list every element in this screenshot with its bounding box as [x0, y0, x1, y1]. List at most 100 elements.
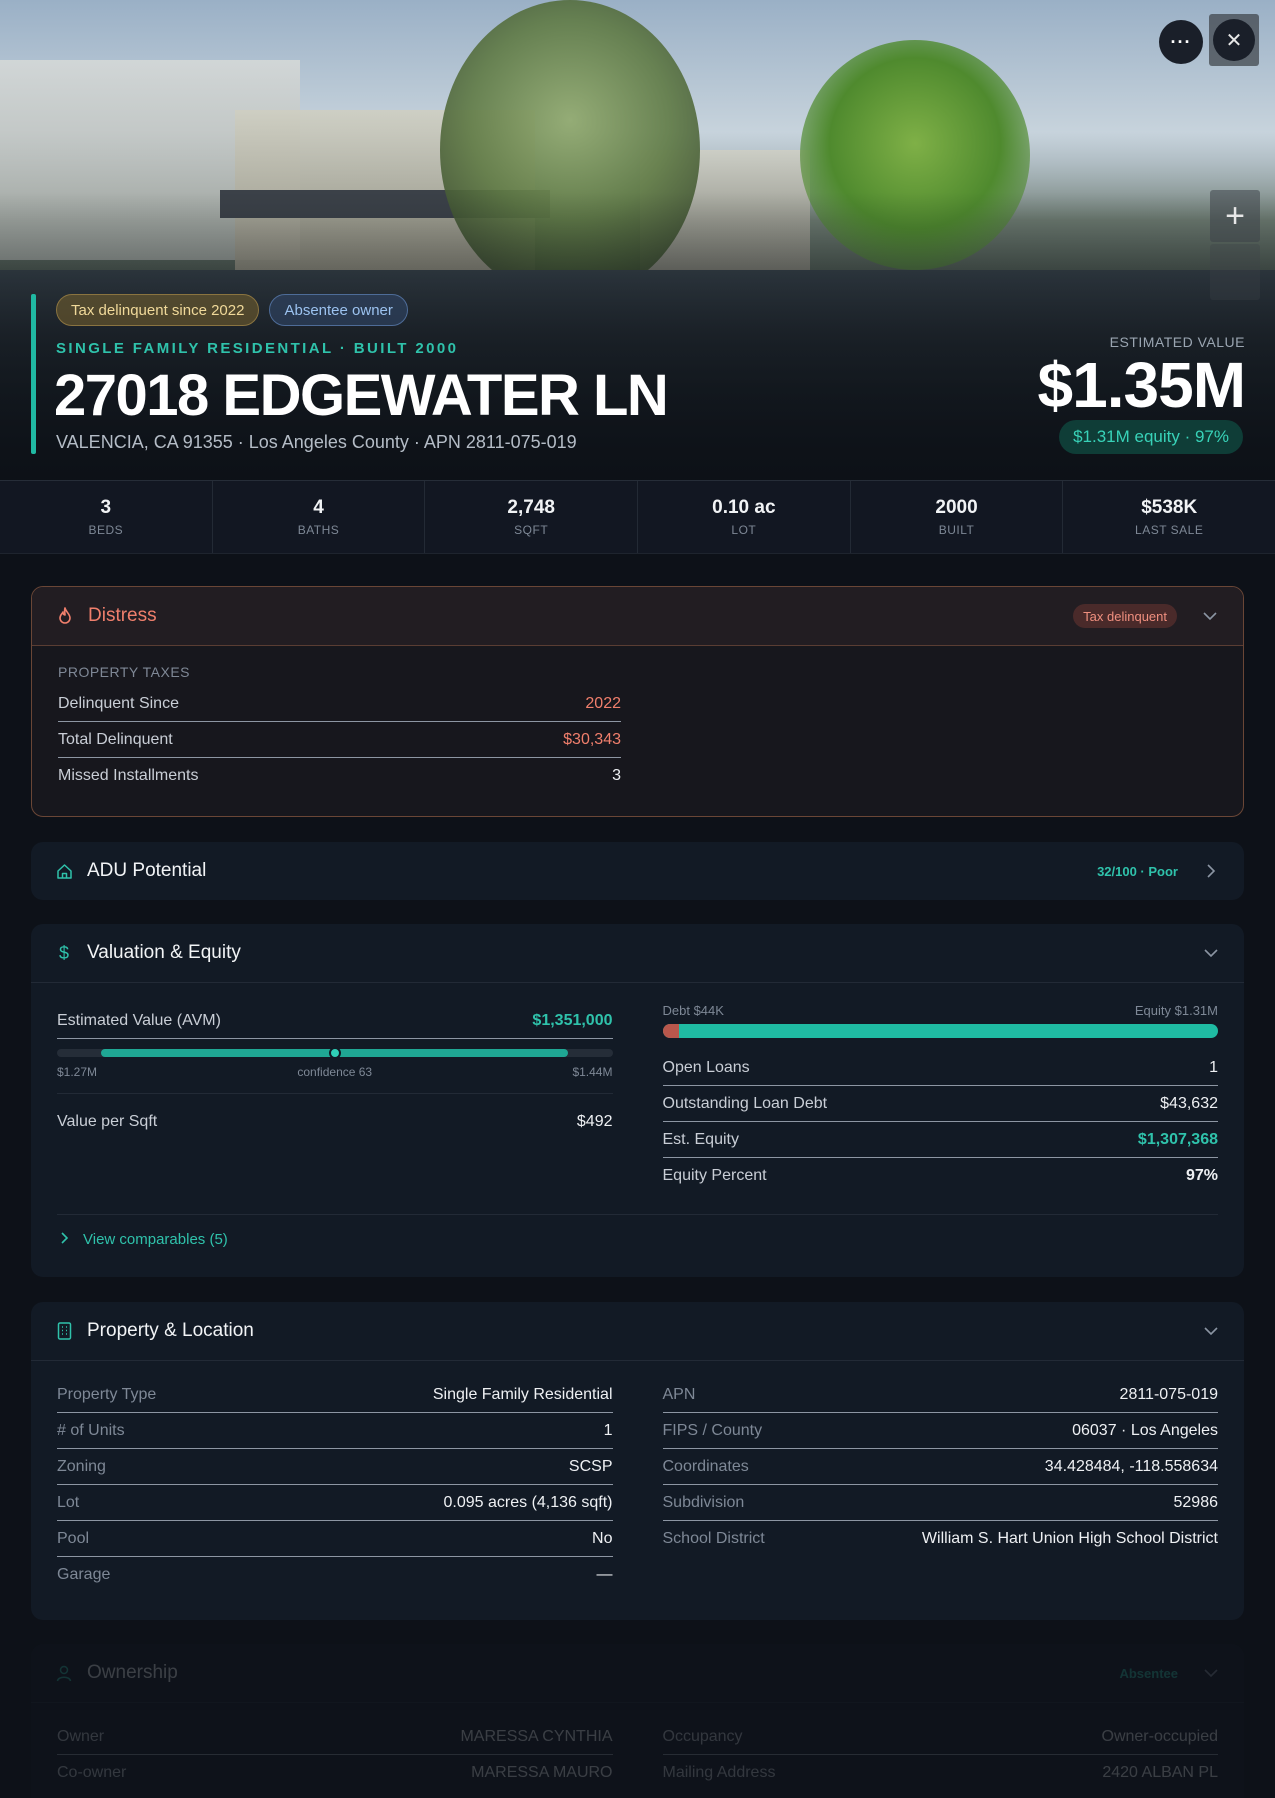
valuation-header[interactable]: $ Valuation & Equity — [31, 924, 1244, 982]
adu-section[interactable]: ADU Potential 32/100 · Poor — [31, 842, 1244, 900]
adu-title: ADU Potential — [87, 860, 207, 881]
row-value: 1 — [603, 1421, 613, 1439]
chevron-right-icon[interactable] — [1204, 864, 1218, 878]
row-label: Mailing Address — [662, 1764, 776, 1781]
table-row: Pool No — [57, 1521, 613, 1557]
row-value: MARESSA CYNTHIA — [460, 1727, 613, 1745]
avm-marker — [328, 1047, 341, 1059]
row-label: Open Loans — [662, 1058, 750, 1076]
row-value: 1 — [1209, 1058, 1218, 1076]
hero-tags: Tax delinquent since 2022 Absentee owner — [56, 294, 408, 326]
value-per-sqft-row: Value per Sqft $492 — [57, 1094, 613, 1150]
row-label: Missed Installments — [58, 767, 199, 784]
row-label: Est. Equity — [662, 1130, 739, 1148]
property-left-column: Property Type Single Family Residential #… — [57, 1377, 613, 1593]
close-icon: ✕ — [1213, 19, 1255, 61]
chevron-down-icon[interactable] — [1203, 609, 1217, 623]
chevron-down-icon[interactable] — [1204, 1324, 1218, 1338]
avm-value: $1,351,000 — [532, 1011, 613, 1029]
zoom-out-button[interactable] — [1210, 244, 1260, 300]
table-row: Missed Installments 3 — [58, 758, 621, 794]
table-row: Open Loans 1 — [662, 1050, 1218, 1086]
row-value: $492 — [576, 1113, 613, 1130]
table-row: Property Type Single Family Residential — [57, 1377, 613, 1413]
adu-header[interactable]: ADU Potential 32/100 · Poor — [31, 842, 1244, 900]
ownership-title: Ownership — [87, 1662, 178, 1683]
row-label: Garage — [57, 1566, 111, 1583]
stat-value: 4 — [313, 497, 324, 518]
row-label: Property Type — [57, 1385, 157, 1403]
row-value: 2022 — [585, 694, 621, 712]
table-row: Garage — — [57, 1557, 613, 1593]
equity-label: Equity $1.31M — [1134, 1003, 1218, 1018]
table-row: Est. Equity $1,307,368 — [662, 1122, 1218, 1158]
row-label: Total Delinquent — [58, 730, 173, 748]
chevron-right-icon — [61, 1231, 69, 1248]
flame-icon — [56, 607, 74, 625]
valuation-section: $ Valuation & Equity Estimated Value (AV… — [31, 924, 1244, 1277]
distress-header[interactable]: Distress Tax delinquent — [32, 587, 1243, 645]
row-label: Estimated Value (AVM) — [57, 1011, 221, 1029]
property-section: Property & Location Property Type Single … — [31, 1302, 1244, 1620]
valuation-title: Valuation & Equity — [87, 942, 241, 963]
table-row: Co-owner MARESSA MAURO — [57, 1755, 613, 1791]
row-value: William S. Hart Union High School Distri… — [921, 1530, 1218, 1547]
row-value: 34.428484, -118.558634 — [1044, 1457, 1218, 1475]
table-row: FIPS / County 06037 · Los Angeles — [662, 1413, 1218, 1449]
property-header[interactable]: Property & Location — [31, 1302, 1244, 1360]
page-title: 27018 EDGEWATER LN — [54, 363, 669, 428]
stat-value: 2,748 — [507, 497, 555, 518]
row-label: Delinquent Since — [58, 694, 179, 712]
row-label: Zoning — [57, 1457, 106, 1475]
estimated-value-label: ESTIMATED VALUE — [1109, 334, 1245, 350]
estimated-value: $1.35M — [1037, 349, 1246, 421]
chevron-down-icon[interactable] — [1204, 1666, 1218, 1680]
table-row: Total Delinquent $30,343 — [58, 722, 621, 758]
table-row: Coordinates 34.428484, -118.558634 — [662, 1449, 1218, 1485]
hero-accent-bar — [31, 294, 36, 454]
row-label: Pool — [57, 1529, 90, 1547]
property-address: VALENCIA, CA 91355 · Los Angeles County … — [56, 432, 577, 452]
adu-score: 32/100 · Poor — [1097, 863, 1178, 879]
row-value: 2420 ALBAN PL — [1102, 1764, 1218, 1781]
chevron-down-icon[interactable] — [1204, 946, 1218, 960]
row-value: MARESSA MAURO — [471, 1764, 613, 1781]
stat-label: LOT — [731, 523, 757, 537]
row-value: $1,307,368 — [1137, 1130, 1218, 1148]
view-comparables-link[interactable]: View comparables (5) — [57, 1214, 1218, 1264]
row-label: Value per Sqft — [57, 1113, 158, 1130]
equity-bar-labels: Debt $44K Equity $1.31M — [663, 1003, 1219, 1018]
equity-column: Debt $44K Equity $1.31M Open Loans 1 Outs… — [662, 1003, 1219, 1194]
range-low: $1.27M — [57, 1065, 98, 1079]
close-button[interactable]: ✕ — [1209, 14, 1259, 66]
table-row: School District William S. Hart Union Hig… — [663, 1521, 1219, 1557]
tax-delinquent-badge: Tax delinquent — [1073, 604, 1177, 628]
row-label: Lot — [57, 1493, 80, 1511]
row-label: Equity Percent — [662, 1167, 767, 1184]
table-row: Delinquent Since 2022 — [58, 686, 621, 722]
more-options-button[interactable]: ··· — [1159, 20, 1203, 64]
avm-range-bar — [57, 1047, 613, 1059]
table-row: Zoning SCSP — [57, 1449, 613, 1485]
ownership-header[interactable]: Ownership Absentee — [31, 1644, 1244, 1702]
row-label: Owner — [57, 1727, 105, 1745]
row-value: Single Family Residential — [432, 1385, 613, 1403]
row-value: $43,632 — [1160, 1094, 1218, 1112]
stat-last-sale: $538K LAST SALE — [1063, 481, 1275, 553]
table-row: Subdivision 52986 — [662, 1485, 1219, 1521]
row-value: SCSP — [568, 1457, 613, 1475]
row-label: Subdivision — [662, 1493, 745, 1511]
row-label: Co-owner — [57, 1764, 127, 1781]
absentee-badge: Absentee — [1119, 1665, 1178, 1681]
stat-sqft: 2,748 SQFT — [425, 481, 639, 553]
row-value: 97% — [1185, 1167, 1218, 1184]
row-value: 0.095 acres (4,136 sqft) — [443, 1493, 613, 1511]
property-subtitle: SINGLE FAMILY RESIDENTIAL · BUILT 2000 — [56, 340, 459, 357]
row-value: 52986 — [1173, 1493, 1219, 1511]
stat-value: 3 — [100, 497, 112, 518]
table-row: Equity Percent 97% — [663, 1158, 1219, 1194]
stat-value: 0.10 ac — [712, 497, 776, 518]
stats-bar: 3 BEDS 4 BATHS 2,748 SQFT 0.10 ac LOT 2000 BU… — [0, 480, 1275, 554]
zoom-in-button[interactable]: + — [1210, 190, 1260, 242]
dollar-icon: $ — [58, 942, 69, 963]
